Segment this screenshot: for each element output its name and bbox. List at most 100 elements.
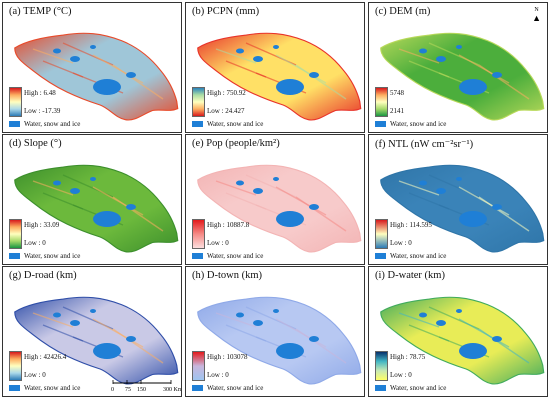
map-image-c [380,32,545,121]
texture-stroke [215,180,257,196]
texture-stroke [295,196,347,232]
texture-stroke [32,180,74,196]
texture-stroke [398,180,440,196]
legend-water-swatch [375,253,386,259]
lake-shape [276,211,304,227]
map-image-f [380,164,545,253]
legend-water-swatch [192,253,203,259]
legend-high-label: High : 114.595 [390,221,432,229]
legend-color-ramp [375,87,388,117]
lake-shape [93,211,121,227]
lake-shape [70,320,80,326]
legend-low-label: Low : 0 [390,371,412,379]
legend-low-label: Low : -17.39 [24,107,61,115]
legend-water-swatch [192,385,203,391]
legend: High : 10887.8 Low : 0 Water, snow and ice [192,219,292,264]
lake-shape [93,343,121,359]
lake-shape [456,177,462,181]
lake-shape [309,336,319,342]
legend-water-label: Water, snow and ice [390,252,447,260]
lake-shape [273,45,279,49]
legend-water-label: Water, snow and ice [24,252,81,260]
lake-shape [253,56,263,62]
lake-shape [276,343,304,359]
map-image-b [197,32,362,121]
lake-shape [70,56,80,62]
map-panel-b: (b) PCPN (mm) High : 750.92 Low : 24.427 Wa… [185,2,365,133]
lake-shape [90,309,96,313]
lake-shape [236,312,244,318]
lake-shape [492,204,502,210]
legend-color-ramp [192,351,205,381]
legend-high-label: High : 103078 [207,353,248,361]
panel-title: (i) D-water (km) [375,270,445,281]
texture-stroke [112,328,164,364]
panel-title: (a) TEMP (°C) [9,6,72,17]
legend-high-label: 5748 [390,89,404,97]
lake-shape [273,177,279,181]
lake-shape [126,204,136,210]
legend-water-swatch [9,121,20,127]
map-panel-d: (d) Slope (°) High : 33.09 Low : 0 Water, s… [2,134,182,265]
map-panel-a: (a) TEMP (°C) High : 6.48 Low : -17.39 Wate… [2,2,182,133]
legend-color-ramp [375,219,388,249]
legend-water-swatch [375,121,386,127]
region-shape [197,32,362,121]
legend-water-label: Water, snow and ice [24,384,81,392]
scale-label: 150 [137,387,146,393]
lake-shape [53,312,61,318]
texture-stroke [398,48,440,64]
map-panel-g: (g) D-road (km) High : 42426.4 Low : 0 Wate… [2,266,182,397]
legend-color-ramp [9,87,22,117]
region-shape [197,164,362,253]
lake-shape [492,72,502,78]
lake-shape [90,45,96,49]
region-shape [380,32,545,121]
legend-water-label: Water, snow and ice [390,384,447,392]
lake-shape [456,309,462,313]
texture-stroke [478,64,530,100]
texture-stroke [32,48,74,64]
lake-shape [492,336,502,342]
legend-low-label: Low : 0 [207,239,229,247]
north-label: N [534,7,539,13]
texture-stroke [295,64,347,100]
lake-shape [253,188,263,194]
lake-shape [126,72,136,78]
legend: High : 103078 Low : 0 Water, snow and ice [192,351,292,396]
legend-water-label: Water, snow and ice [207,252,264,260]
lake-shape [236,48,244,54]
map-panel-e: (e) Pop (people/km²) High : 10887.8 Low : … [185,134,365,265]
scale-label: 300 Km [163,387,182,393]
map-image-a [14,32,179,121]
legend-low-label: Low : 0 [24,239,46,247]
lake-shape [309,72,319,78]
legend-low-label: Low : 24.427 [207,107,245,115]
map-image-d [14,164,179,253]
lake-shape [53,48,61,54]
legend: High : 6.48 Low : -17.39 Water, snow and i… [9,87,109,132]
legend: High : 42426.4 Low : 0 Water, snow and ice [9,351,109,396]
lake-shape [273,309,279,313]
map-panel-f: (f) NTL (nW cm⁻²sr⁻¹) High : 114.595 Low :… [368,134,548,265]
region-shape [14,296,179,385]
map-image-i [380,296,545,385]
legend-color-ramp [9,351,22,381]
map-panel-c: (c) DEM (m) 5748 2141 Water, snow and ice N ▲ [368,2,548,133]
map-panel-i: (i) D-water (km) High : 78.75 Low : 0 Water… [368,266,548,397]
lake-shape [70,188,80,194]
legend-high-label: High : 6.48 [24,89,56,97]
map-image-e [197,164,362,253]
scale-bar-line [112,380,172,384]
legend-water-swatch [9,385,20,391]
panel-title: (e) Pop (people/km²) [192,138,280,149]
lake-shape [236,180,244,186]
map-image-g [14,296,179,385]
legend-low-label: Low : 0 [24,371,46,379]
legend-high-label: High : 78.75 [390,353,426,361]
lake-shape [419,312,427,318]
texture-stroke [32,312,74,328]
scale-bar: 0 75 150 300 Km [111,379,182,395]
texture-stroke [215,312,257,328]
lake-shape [53,180,61,186]
